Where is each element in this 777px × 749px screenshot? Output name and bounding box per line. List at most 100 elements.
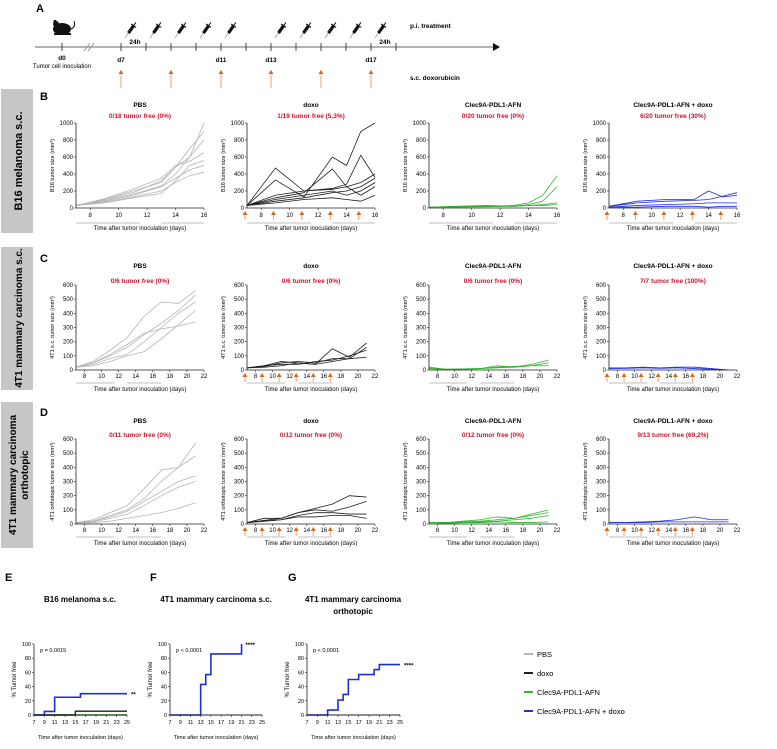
series-line bbox=[246, 182, 376, 206]
y-tick-label: 600 bbox=[416, 155, 427, 161]
significance-stars: **** bbox=[404, 664, 414, 670]
y-tick-label: 100 bbox=[63, 354, 74, 360]
syringe-needle bbox=[174, 32, 179, 39]
y-tick-label: 200 bbox=[416, 494, 427, 500]
series-line bbox=[75, 294, 196, 368]
x-tick-label: 13 bbox=[198, 720, 204, 726]
y-tick-label: 800 bbox=[416, 138, 427, 144]
x-tick-label: 15 bbox=[345, 720, 351, 726]
tumor-free-label: 0/6 tumor free (0%) bbox=[111, 278, 170, 285]
doxo-arrow-icon bbox=[604, 373, 610, 377]
y-tick-label: 800 bbox=[234, 138, 245, 144]
chart-C-PBS: PBS 0/6 tumor free (0%) 4T1 s.c. tumor siz… bbox=[50, 263, 208, 393]
x-tick-label: 10 bbox=[648, 213, 655, 219]
series-line bbox=[246, 347, 367, 369]
y-axis-label: 4T1 orthotopic tumor size (mm³) bbox=[583, 442, 589, 520]
x-tick-label: 15 bbox=[72, 720, 78, 726]
y-tick-label: 0 bbox=[603, 368, 607, 374]
chart-title: B16 melanoma s.c. bbox=[44, 595, 116, 604]
series-line bbox=[246, 173, 376, 206]
x-tick-label: 9 bbox=[179, 720, 182, 726]
x-tick-label: 12 bbox=[286, 528, 293, 534]
x-tick-label: 11 bbox=[52, 720, 58, 726]
x-tick-label: 16 bbox=[149, 528, 156, 534]
doxo-arrow-icon bbox=[638, 527, 644, 531]
x-tick-label: 17 bbox=[356, 720, 362, 726]
chart-C-combo: Clec9A-PDL1-AFN + doxo 7/7 tumor free (10… bbox=[583, 263, 741, 393]
y-tick-label: 500 bbox=[416, 451, 427, 457]
syringe-barrel bbox=[152, 24, 160, 35]
syringe-flange bbox=[305, 23, 312, 28]
x-tick-label: 8 bbox=[616, 528, 620, 534]
x-tick-label: 25 bbox=[397, 720, 403, 726]
y-tick-label: 300 bbox=[63, 326, 74, 332]
y-tick-label: 0 bbox=[423, 522, 427, 528]
y-tick-label: 300 bbox=[416, 326, 427, 332]
series-line bbox=[246, 194, 376, 206]
y-tick-label: 1000 bbox=[60, 121, 74, 127]
y-tick-label: 200 bbox=[63, 494, 74, 500]
doxo-arrow-icon bbox=[318, 70, 324, 74]
series-line bbox=[75, 152, 205, 207]
x-axis-label: Time after tumor inoculation (days) bbox=[265, 541, 357, 547]
x-tick-label: 23 bbox=[387, 720, 393, 726]
series-line bbox=[428, 365, 549, 370]
series-line bbox=[609, 205, 737, 208]
chart-title: Clec9A-PDL1-AFN + doxo bbox=[633, 418, 712, 425]
tumor-free-label: 6/20 tumor free (30%) bbox=[640, 113, 706, 120]
y-tick-label: 600 bbox=[63, 437, 74, 443]
series-line bbox=[246, 495, 367, 523]
x-tick-label: 16 bbox=[372, 213, 379, 219]
doxo-arrow-icon bbox=[327, 211, 333, 215]
chart-B-doxo: doxo 1/19 tumor free (5,3%) B16 tumor size… bbox=[221, 102, 379, 232]
x-tick-label: 13 bbox=[335, 720, 341, 726]
km-curve-combo bbox=[170, 644, 243, 716]
y-tick-label: 400 bbox=[416, 311, 427, 317]
series-line bbox=[75, 443, 196, 523]
y-axis-label: 4T1 s.c. tumor size (mm³) bbox=[583, 296, 589, 359]
y-axis-label: 4T1 s.c. tumor size (mm³) bbox=[50, 296, 56, 359]
syringe-barrel bbox=[327, 24, 335, 35]
y-tick-label: 400 bbox=[234, 465, 245, 471]
series-line bbox=[428, 521, 549, 524]
doxo-arrow-icon bbox=[276, 373, 282, 377]
x-axis-label: Time after tumor inoculation (days) bbox=[265, 387, 357, 393]
doxo-arrow-icon bbox=[259, 373, 265, 377]
y-tick-label: 100 bbox=[295, 642, 304, 648]
y-tick-label: 500 bbox=[416, 297, 427, 303]
chart-title: Clec9A-PDL1-AFN + doxo bbox=[633, 102, 712, 109]
panel-letter-b: B bbox=[40, 91, 48, 103]
mouse-icon bbox=[53, 19, 76, 35]
x-tick-label: 8 bbox=[616, 374, 620, 380]
x-tick-label: 22 bbox=[201, 374, 208, 380]
y-tick-label: 40 bbox=[161, 685, 167, 691]
series-line bbox=[429, 202, 558, 208]
series-line bbox=[246, 154, 376, 206]
series-line bbox=[246, 122, 376, 206]
y-tick-label: 200 bbox=[234, 340, 245, 346]
p-value: p = 0,0015 bbox=[40, 648, 66, 654]
doxo-arrow-icon bbox=[689, 527, 695, 531]
x-tick-label: 14 bbox=[485, 374, 492, 380]
syringe-needle bbox=[374, 32, 379, 39]
row-label-4t1-ortho-line1: 4T1 mammary carcinoma bbox=[8, 415, 19, 536]
x-tick-label: 16 bbox=[682, 374, 689, 380]
series-line bbox=[75, 160, 205, 206]
syringe-plunger bbox=[383, 22, 387, 26]
x-tick-label: 18 bbox=[338, 374, 345, 380]
x-axis-label: Time after tumor inoculation (days) bbox=[627, 387, 719, 393]
x-tick-label: 10 bbox=[468, 213, 475, 219]
series-line bbox=[75, 301, 196, 368]
timeline-24h-b: 24h bbox=[379, 39, 390, 46]
y-axis-label: 4T1 orthotopic tumor size (mm³) bbox=[221, 442, 227, 520]
syringe-needle bbox=[324, 32, 329, 39]
x-tick-label: 12 bbox=[497, 213, 504, 219]
syringe-plunger bbox=[308, 22, 312, 26]
y-tick-label: 0 bbox=[28, 713, 31, 719]
x-tick-label: 18 bbox=[167, 374, 174, 380]
x-tick-label: 8 bbox=[83, 528, 87, 534]
y-tick-label: 80 bbox=[161, 656, 167, 662]
y-tick-label: 100 bbox=[596, 354, 607, 360]
x-tick-label: 19 bbox=[93, 720, 99, 726]
significance-stars: ** bbox=[131, 693, 136, 699]
